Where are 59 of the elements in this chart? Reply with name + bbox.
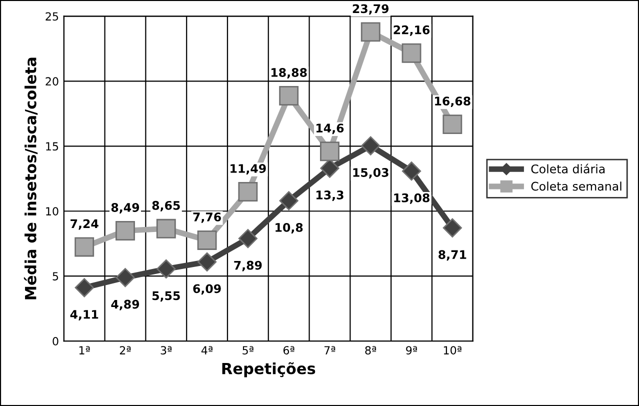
point (74, 237, 94, 257)
x-tick-label: 10ª (444, 346, 462, 354)
data-label: 11,49 (230, 164, 266, 174)
point (156, 218, 176, 238)
data-label: 4,89 (111, 300, 140, 310)
point (156, 259, 176, 278)
legend-label: Coleta diária (531, 164, 605, 174)
data-label: 23,79 (352, 4, 389, 15)
point (197, 230, 217, 250)
x-axis-title: Repetições (222, 362, 316, 378)
point (402, 162, 422, 181)
data-label: 13,3 (316, 190, 344, 201)
data-label: 13,08 (394, 193, 430, 204)
point (442, 218, 462, 238)
x-tick-label: 8ª (365, 346, 376, 354)
point (320, 142, 340, 162)
data-label: 14,6 (316, 124, 344, 134)
data-label: 7,89 (234, 260, 262, 272)
point (198, 252, 217, 272)
y-tick-label: 10 (46, 207, 58, 216)
y-tick-label: 0 (52, 337, 58, 346)
x-tick-label: 4ª (201, 346, 212, 354)
data-label: 8,49 (111, 203, 140, 214)
point (116, 221, 135, 240)
point (238, 229, 258, 248)
point (402, 43, 422, 63)
data-label: 16,68 (435, 96, 470, 108)
y-tick-label: 20 (46, 77, 58, 86)
y-tick-label: 15 (46, 142, 58, 151)
x-tick-label: 3ª (160, 346, 172, 354)
data-label: 10,8 (276, 223, 303, 234)
x-tick-label: 6ª (283, 346, 294, 354)
point (116, 268, 135, 288)
x-tick-label: 5ª (242, 346, 254, 354)
data-label: 8,65 (152, 200, 180, 212)
y-tick-label: 5 (52, 272, 58, 280)
point (74, 278, 94, 298)
point (279, 86, 299, 106)
data-label: 5,55 (152, 291, 180, 302)
data-label: 4,11 (70, 310, 98, 320)
point (360, 22, 380, 42)
data-label: 8,71 (438, 250, 466, 261)
x-tick-label: 7ª (324, 346, 336, 354)
y-axis-title: Média de insetos/isca/coleta (24, 58, 38, 300)
data-label: 15,03 (353, 168, 388, 178)
data-label: 18,88 (271, 68, 307, 78)
data-label: 6,09 (193, 284, 221, 295)
x-tick-label: 9ª (406, 346, 417, 354)
point (361, 136, 380, 156)
x-tick-label: 1ª (79, 346, 90, 354)
x-tick-label: 2ª (120, 346, 131, 354)
data-label: 22,16 (394, 25, 430, 36)
y-tick-label: 25 (46, 12, 58, 21)
data-label: 7,24 (70, 219, 98, 230)
point (442, 114, 462, 134)
point (279, 191, 298, 210)
legend-label: Coleta semanal (531, 182, 622, 191)
data-label: 7,76 (193, 212, 221, 223)
point (238, 182, 258, 202)
